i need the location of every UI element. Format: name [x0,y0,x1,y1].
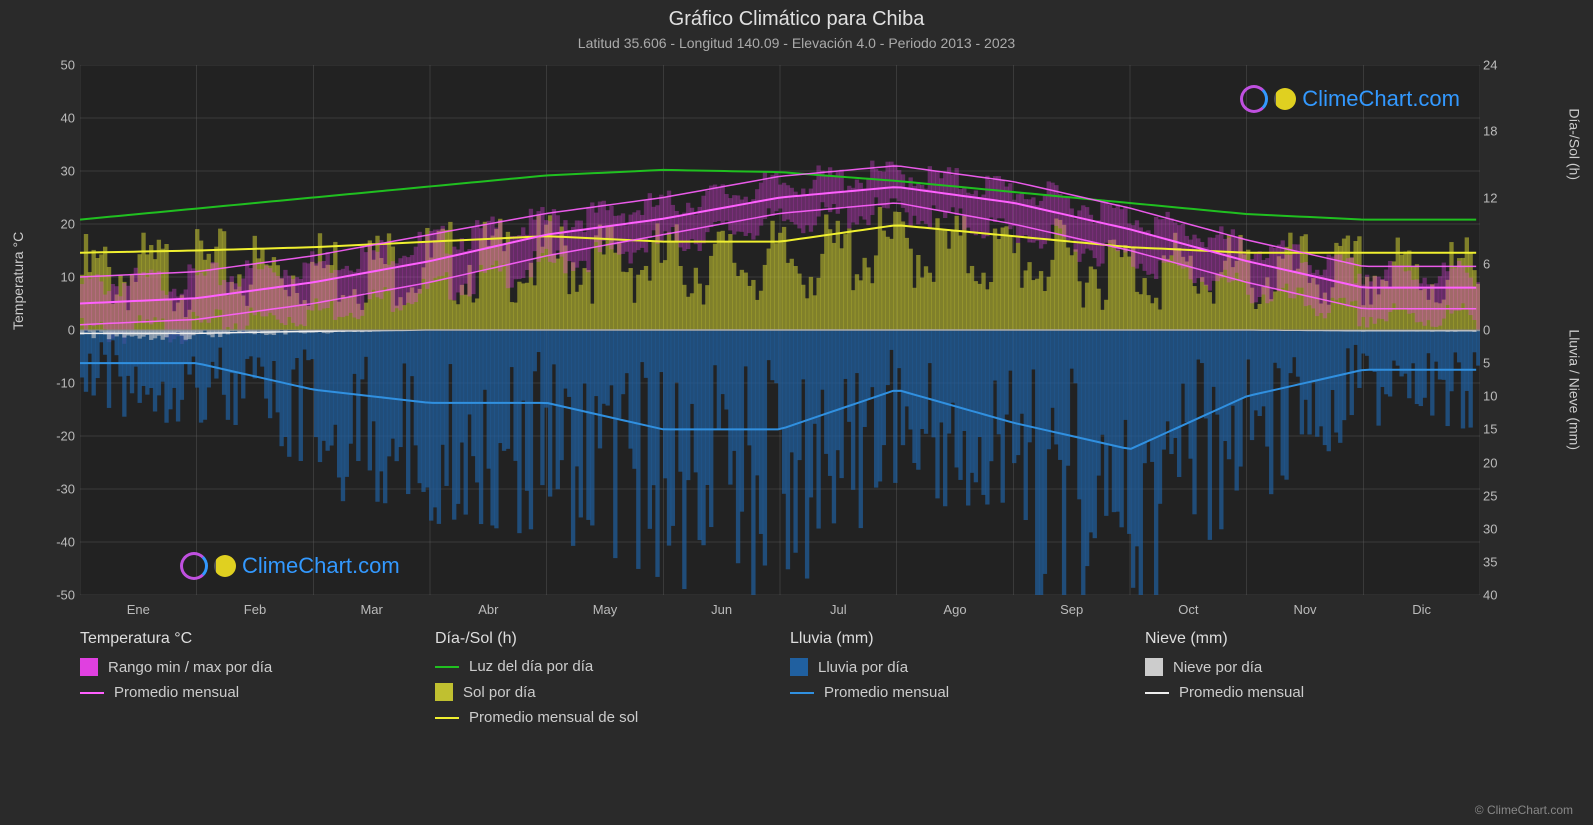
x-tick-month: Nov [1293,602,1316,617]
y-tick-left: 50 [50,58,75,73]
watermark-text: ClimeChart.com [242,553,400,579]
legend-title: Día-/Sol (h) [435,630,770,648]
y-tick-left: -20 [50,429,75,444]
chart-area: ClimeChart.com ClimeChart.com [80,65,1480,595]
y-tick-left: 20 [50,217,75,232]
y-tick-right-bottom: 10 [1483,389,1503,404]
legend-item: Nieve por día [1145,658,1480,676]
legend-swatch-icon [80,658,98,676]
legend-item: Promedio mensual [790,684,1125,701]
y-tick-right-bottom: 15 [1483,422,1503,437]
x-tick-month: Ago [943,602,966,617]
legend-label: Sol por día [463,684,536,701]
legend-item: Promedio mensual [1145,684,1480,701]
legend-item: Luz del día por día [435,658,770,675]
y-tick-left: -10 [50,376,75,391]
y-tick-left: 0 [50,323,75,338]
y-tick-right-top: 18 [1483,124,1503,139]
copyright-text: © ClimeChart.com [1475,803,1573,817]
y-axis-left-label: Temperatura °C [10,232,26,330]
y-tick-left: 10 [50,270,75,285]
legend-swatch-icon [790,658,808,676]
x-tick-month: Oct [1178,602,1198,617]
y-tick-right-bottom: 25 [1483,488,1503,503]
chart-subtitle: Latitud 35.606 - Longitud 140.09 - Eleva… [0,31,1593,51]
legend-swatch-icon [435,683,453,701]
watermark-text: ClimeChart.com [1302,86,1460,112]
legend-item: Rango min / max por día [80,658,415,676]
x-tick-month: Ene [127,602,150,617]
y-tick-left: -50 [50,588,75,603]
y-tick-right-top: 0 [1483,323,1503,338]
y-tick-left: -40 [50,535,75,550]
legend-line-icon [435,666,459,668]
legend-title: Temperatura °C [80,630,415,648]
y-tick-right-bottom: 40 [1483,588,1503,603]
legend-label: Rango min / max por día [108,659,272,676]
legend-line-icon [1145,692,1169,694]
legend-label: Luz del día por día [469,658,593,675]
x-tick-month: Jul [830,602,847,617]
legend-col-snow: Nieve (mm) Nieve por día Promedio mensual [1145,630,1480,734]
y-axis-right-bottom-label: Lluvia / Nieve (mm) [1567,329,1583,450]
legend-col-daysun: Día-/Sol (h) Luz del día por día Sol por … [435,630,770,734]
x-tick-month: Sep [1060,602,1083,617]
x-tick-month: Jun [711,602,732,617]
y-tick-right-bottom: 5 [1483,356,1503,371]
y-tick-right-bottom: 20 [1483,455,1503,470]
legend-item: Lluvia por día [790,658,1125,676]
legend-col-rain: Lluvia (mm) Lluvia por día Promedio mensu… [790,630,1125,734]
chart-title: Gráfico Climático para Chiba [0,0,1593,31]
legend-label: Nieve por día [1173,659,1262,676]
legend-label: Promedio mensual de sol [469,709,638,726]
logo-sun-icon [214,555,236,577]
y-tick-left: -30 [50,482,75,497]
legend-label: Lluvia por día [818,659,908,676]
x-tick-month: Mar [360,602,382,617]
y-tick-left: 30 [50,164,75,179]
legend-item: Sol por día [435,683,770,701]
legend-title: Lluvia (mm) [790,630,1125,648]
logo-sun-icon [1274,88,1296,110]
x-tick-month: May [593,602,618,617]
y-axis-right-top-label: Día-/Sol (h) [1567,108,1583,180]
legend-col-temp: Temperatura °C Rango min / max por día Pr… [80,630,415,734]
legend-label: Promedio mensual [114,684,239,701]
legend-label: Promedio mensual [824,684,949,701]
x-tick-month: Dic [1412,602,1431,617]
y-tick-right-top: 24 [1483,58,1503,73]
legend-line-icon [80,692,104,694]
y-tick-right-bottom: 30 [1483,521,1503,536]
y-tick-right-top: 6 [1483,256,1503,271]
logo-circle-icon [1240,85,1268,113]
legend-item: Promedio mensual [80,684,415,701]
y-tick-right-bottom: 35 [1483,554,1503,569]
legend-line-icon [790,692,814,694]
legend-item: Promedio mensual de sol [435,709,770,726]
legend-title: Nieve (mm) [1145,630,1480,648]
y-tick-right-top: 12 [1483,190,1503,205]
legend: Temperatura °C Rango min / max por día Pr… [80,630,1480,734]
x-tick-month: Feb [244,602,266,617]
climate-chart-svg [80,65,1480,595]
y-tick-left: 40 [50,111,75,126]
legend-label: Promedio mensual [1179,684,1304,701]
watermark-bottom-left: ClimeChart.com [180,552,400,580]
legend-swatch-icon [1145,658,1163,676]
watermark-top-right: ClimeChart.com [1240,85,1460,113]
x-tick-month: Abr [478,602,498,617]
logo-circle-icon [180,552,208,580]
legend-line-icon [435,717,459,719]
